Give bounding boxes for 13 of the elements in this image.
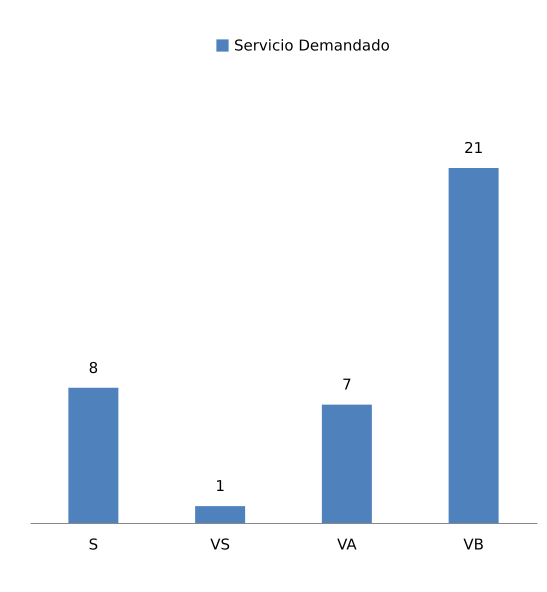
x-tick-label: VS xyxy=(210,536,230,554)
legend-label: Servicio Demandado xyxy=(234,36,390,54)
bar xyxy=(322,404,372,523)
x-tick-label: VB xyxy=(463,536,484,554)
x-tick-label: VA xyxy=(337,536,358,554)
bar xyxy=(68,388,118,523)
bar xyxy=(195,506,246,523)
data-label: 7 xyxy=(342,376,352,394)
data-label: 21 xyxy=(464,139,484,157)
data-label: 1 xyxy=(215,477,225,496)
x-tick-label: S xyxy=(88,536,98,554)
data-label: 8 xyxy=(88,358,98,377)
bar xyxy=(448,168,499,523)
